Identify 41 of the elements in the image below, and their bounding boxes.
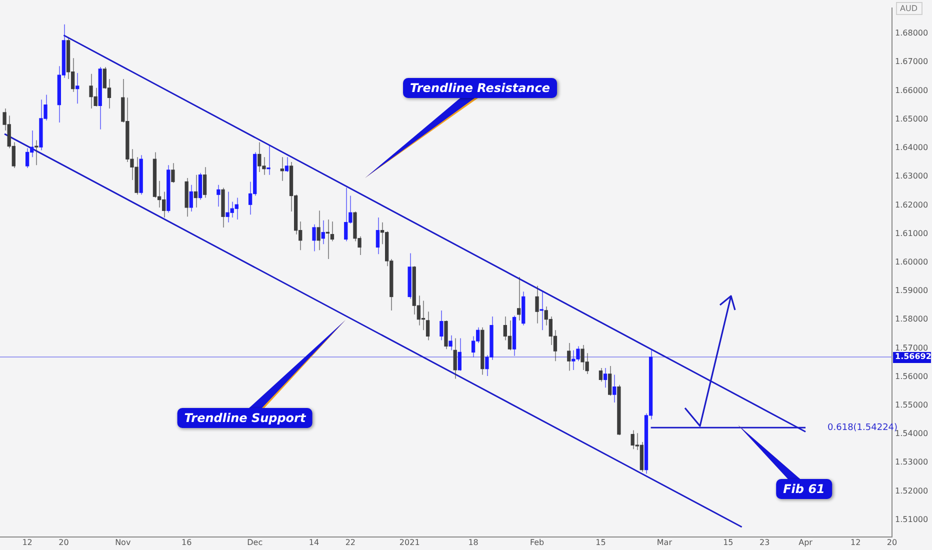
annotation: Fib 61: [776, 479, 832, 499]
annotation: 0.618(1.54224): [828, 422, 898, 433]
x-tick-label: Mar: [656, 538, 673, 547]
x-tick-label: 15: [723, 538, 734, 547]
y-tick-label: 1.53000: [895, 458, 928, 467]
x-tick-label: Nov: [115, 538, 131, 547]
x-tick-label: 12: [850, 538, 861, 547]
x-tick-label: 20: [886, 538, 898, 547]
x-tick-label: Feb: [530, 538, 544, 547]
ref-line-label: 1.56692: [895, 352, 932, 362]
x-tick-label: Apr: [798, 538, 814, 547]
x-tick-label: 14: [308, 538, 320, 547]
x-tick-label: 20: [58, 538, 69, 547]
x-tick-label: 2021: [399, 538, 420, 547]
y-tick-label: 1.68000: [895, 28, 928, 38]
y-tick-label: 1.66000: [895, 86, 928, 95]
y-tick-label: 1.64000: [895, 143, 928, 152]
y-tick-label: 1.56000: [895, 372, 928, 381]
y-tick-label: 1.65000: [895, 114, 928, 124]
annotation: Trendline Resistance: [403, 78, 557, 98]
x-tick-label: 18: [468, 538, 478, 547]
x-tick-label: 16: [182, 538, 192, 547]
y-tick-label: 1.59000: [895, 286, 928, 296]
y-tick-label: 1.52000: [895, 486, 928, 496]
y-axis-title: AUD: [900, 4, 918, 14]
x-tick-label: 22: [345, 538, 356, 547]
x-tick-label: 23: [759, 538, 770, 547]
y-tick-label: 1.61000: [895, 228, 928, 238]
x-tick-label: Dec: [247, 538, 263, 547]
y-tick-label: 1.57000: [895, 343, 928, 352]
x-tick-label: 12: [22, 538, 32, 547]
y-tick-label: 1.54000: [895, 429, 928, 438]
y-tick-label: 1.60000: [895, 257, 928, 266]
y-tick-label: 1.63000: [895, 172, 928, 181]
annotation: Trendline Support: [177, 408, 313, 428]
y-tick-label: 1.51000: [895, 514, 928, 524]
y-tick-label: 1.55000: [895, 400, 928, 410]
y-tick-label: 1.67000: [895, 57, 928, 66]
y-tick-label: 1.58000: [895, 314, 928, 324]
x-tick-label: 15: [596, 538, 606, 547]
y-tick-label: 1.62000: [895, 200, 928, 210]
